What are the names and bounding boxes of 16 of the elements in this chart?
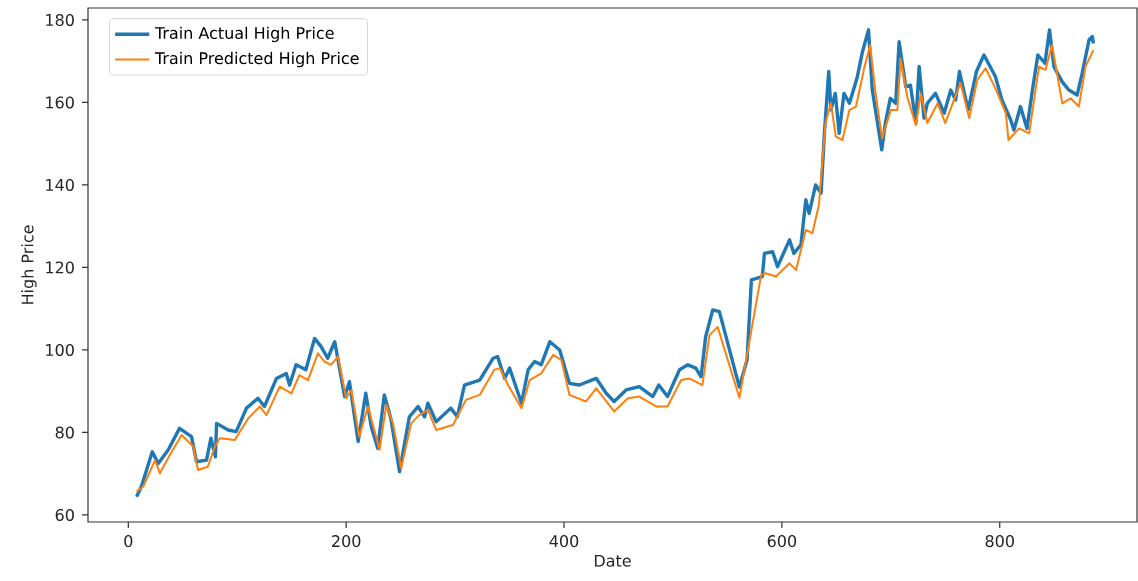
y-tick-label: 120 (46, 261, 74, 274)
y-tick-label: 100 (46, 343, 74, 357)
y-axis-title: High Price (21, 225, 37, 304)
legend-label: Train Predicted High Price (154, 51, 359, 68)
y-tick-label: 80 (55, 426, 74, 439)
x-tick-label: 0 (124, 535, 133, 548)
y-tick-label: 160 (46, 96, 74, 109)
x-tick-label: 800 (985, 535, 1014, 548)
x-tick-label: 600 (767, 535, 797, 548)
y-tick-label: 140 (46, 178, 74, 191)
legend-label: Train Actual High Price (154, 26, 334, 43)
y-tick-label: 60 (55, 508, 74, 522)
x-tick-label: 200 (332, 535, 361, 548)
x-tick-label: 400 (549, 535, 579, 548)
x-axis-title: Date (594, 554, 631, 567)
y-tick-label: 180 (46, 13, 74, 26)
